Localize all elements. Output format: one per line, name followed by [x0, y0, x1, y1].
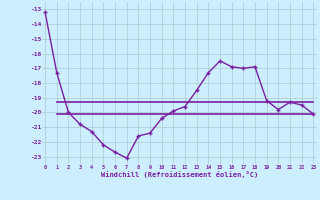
- X-axis label: Windchill (Refroidissement éolien,°C): Windchill (Refroidissement éolien,°C): [100, 171, 258, 178]
